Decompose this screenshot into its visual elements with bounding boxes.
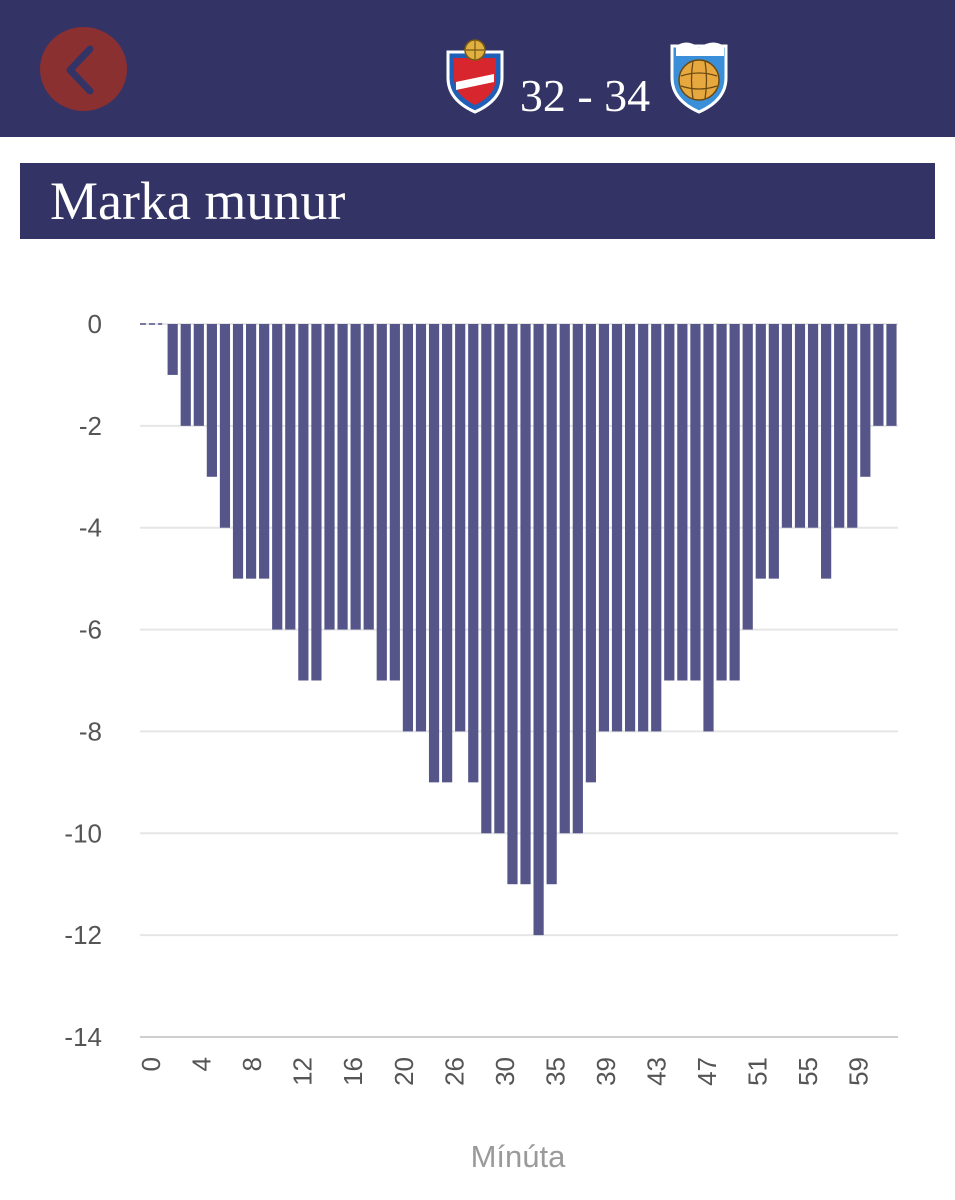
- y-tick-label: -4: [79, 513, 102, 543]
- back-button[interactable]: [40, 27, 127, 111]
- bar: [585, 324, 596, 783]
- bar: [324, 324, 335, 630]
- bar: [716, 324, 727, 681]
- bar: [272, 324, 283, 630]
- bar: [468, 324, 479, 783]
- bar: [507, 324, 518, 885]
- bar: [742, 324, 753, 630]
- bar: [180, 324, 191, 426]
- bar: [298, 324, 309, 681]
- x-tick-label: 12: [288, 1057, 318, 1086]
- y-tick-label: -6: [79, 615, 102, 645]
- bar: [755, 324, 766, 579]
- bar: [807, 324, 819, 528]
- bar: [611, 324, 623, 732]
- bar: [781, 324, 793, 528]
- bar: [873, 324, 884, 426]
- bar: [481, 324, 492, 834]
- bar: [794, 324, 806, 528]
- bar: [533, 324, 544, 936]
- y-tick-label: -12: [64, 920, 102, 950]
- bar: [219, 324, 231, 528]
- bar: [677, 324, 688, 681]
- fram-crest-icon: [670, 42, 728, 114]
- bar: [847, 324, 858, 528]
- bar: [428, 324, 440, 783]
- bar: [559, 324, 570, 834]
- bar: [442, 324, 453, 783]
- x-tick-label: 30: [490, 1057, 520, 1086]
- bar: [638, 324, 649, 732]
- bar: [624, 324, 636, 732]
- bar: [690, 324, 701, 681]
- bar: [245, 324, 257, 579]
- x-tick-label: 16: [338, 1057, 368, 1086]
- y-tick-label: 0: [88, 309, 102, 339]
- bar: [402, 324, 414, 732]
- x-tick-label: 55: [793, 1057, 823, 1086]
- bar: [860, 324, 871, 477]
- x-tick-label: 43: [641, 1057, 671, 1086]
- bar: [232, 324, 244, 579]
- section-title: Marka munur: [50, 171, 346, 231]
- bar: [520, 324, 531, 885]
- bar: [167, 324, 178, 375]
- bar: [598, 324, 610, 732]
- bar: [311, 324, 322, 681]
- x-tick-label: 47: [692, 1057, 722, 1086]
- bar: [768, 324, 779, 579]
- bar: [376, 324, 387, 681]
- x-tick-label: 51: [743, 1057, 773, 1086]
- x-axis-title: Mínúta: [471, 1139, 567, 1174]
- y-tick-label: -10: [64, 818, 102, 848]
- y-tick-label: -2: [79, 411, 102, 441]
- x-tick-label: 26: [439, 1057, 469, 1086]
- x-tick-label: 39: [591, 1057, 621, 1086]
- x-tick-label: 35: [540, 1057, 570, 1086]
- top-bar: 32 - 34: [0, 0, 955, 137]
- chevron-left-icon: [66, 45, 94, 95]
- bar: [285, 324, 296, 630]
- x-tick-label: 0: [136, 1057, 166, 1071]
- bar: [193, 324, 204, 426]
- x-tick-label: 59: [844, 1057, 874, 1086]
- bar: [729, 324, 740, 681]
- bar: [259, 324, 270, 579]
- bar: [363, 324, 374, 630]
- bar: [350, 324, 361, 630]
- bar: [455, 324, 466, 732]
- bar: [546, 324, 557, 885]
- x-tick-label: 4: [187, 1057, 217, 1071]
- x-tick-label: 20: [389, 1057, 419, 1086]
- bar: [415, 324, 427, 732]
- y-tick-label: -14: [64, 1022, 102, 1052]
- bar: [821, 324, 832, 579]
- x-tick-label: 8: [237, 1057, 267, 1071]
- match-score: 32 - 34: [519, 70, 651, 121]
- haukar-crest-icon: [446, 39, 504, 114]
- bar: [206, 324, 217, 477]
- bar: [572, 324, 583, 834]
- bar: [703, 324, 714, 732]
- section-header: Marka munur: [20, 163, 935, 239]
- bar: [651, 324, 662, 732]
- bar: [337, 324, 348, 630]
- bar: [494, 324, 505, 834]
- bar: [834, 324, 845, 528]
- bar: [886, 324, 897, 426]
- bar: [389, 324, 400, 681]
- bar: [664, 324, 675, 681]
- y-tick-label: -8: [79, 716, 102, 746]
